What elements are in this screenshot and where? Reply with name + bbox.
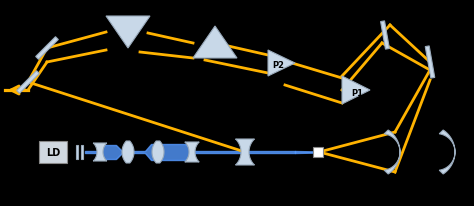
Polygon shape bbox=[384, 130, 400, 174]
Polygon shape bbox=[17, 71, 39, 93]
Polygon shape bbox=[106, 16, 150, 48]
Polygon shape bbox=[381, 21, 390, 49]
FancyBboxPatch shape bbox=[313, 147, 323, 157]
Polygon shape bbox=[76, 145, 78, 159]
Text: P2: P2 bbox=[272, 62, 284, 70]
Polygon shape bbox=[439, 130, 455, 174]
Polygon shape bbox=[425, 46, 435, 78]
Polygon shape bbox=[185, 142, 199, 162]
Text: LD: LD bbox=[46, 148, 60, 158]
Polygon shape bbox=[81, 145, 83, 159]
Polygon shape bbox=[36, 37, 58, 59]
Polygon shape bbox=[193, 26, 237, 58]
Polygon shape bbox=[236, 139, 255, 165]
Polygon shape bbox=[152, 141, 164, 163]
Polygon shape bbox=[93, 143, 107, 161]
Polygon shape bbox=[268, 50, 295, 76]
Polygon shape bbox=[122, 141, 134, 163]
FancyBboxPatch shape bbox=[39, 141, 67, 163]
Polygon shape bbox=[342, 76, 370, 104]
Text: P1: P1 bbox=[351, 89, 363, 97]
